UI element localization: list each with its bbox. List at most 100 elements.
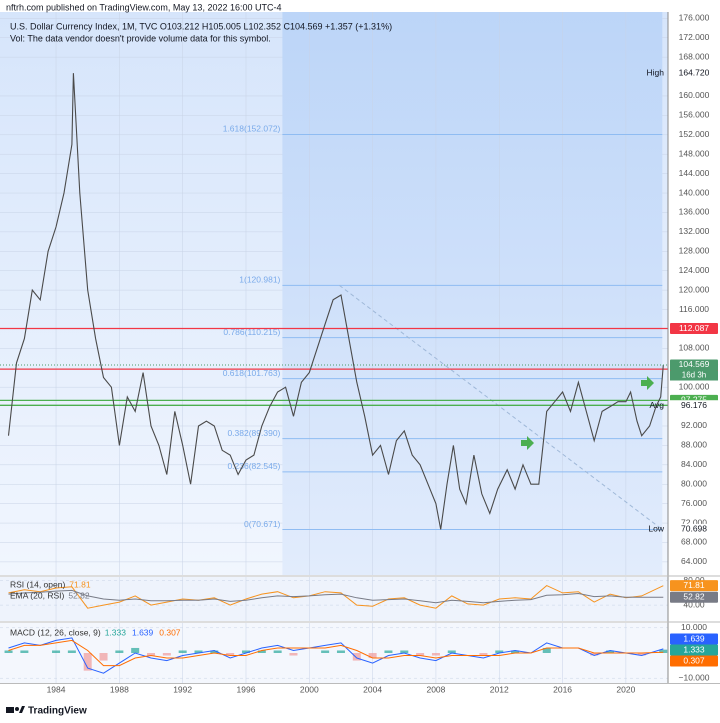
x-tick-label: 2020 [616,684,635,694]
y-tick-label: −10.000 [679,672,710,682]
histogram-bar [447,650,456,653]
marker-text: High [647,67,665,77]
fib-label: 1.618(152.072) [223,124,281,134]
marker-box [670,523,718,535]
arrow [521,436,534,450]
y-tick-label: 160.000 [679,90,710,100]
legend-value: 52.82 [68,590,90,600]
histogram-bar [400,650,409,653]
histogram-bar [147,653,156,656]
histogram-bar [321,650,330,653]
legend-value: 1.639 [132,627,154,637]
rsi-last-box [670,591,718,603]
y-tick-label: 68.000 [681,537,707,547]
y-tick-label: 76.000 [681,498,707,508]
x-tick-label: 1984 [47,684,66,694]
y-tick-label: 64.000 [681,556,707,566]
fib-label: 0.618(101.763) [223,368,281,378]
macd-last: 1.639 [683,633,705,643]
histogram-bar [368,653,377,659]
countdown: 16d 3h [682,371,706,380]
histogram-bar [52,650,61,653]
fib-zone [282,12,663,575]
macd-line [8,637,664,674]
histogram-bar [257,650,266,653]
histogram-bar [226,653,235,656]
macd-last: 1.333 [683,644,705,654]
histogram-bar [352,653,361,661]
brand: TradingView [28,706,87,717]
rsi-pane [0,577,668,621]
fib-label: 0(70.671) [244,519,281,529]
histogram-bar [20,650,29,653]
marker-label: 70.698 [681,524,707,534]
histogram-bar [431,653,440,656]
level-label: 112.087 [679,323,709,333]
price-line [7,73,664,530]
legend-name: EMA (20, RSI) [10,590,64,600]
x-tick-label: 1996 [237,684,256,694]
countdown-box [670,370,718,381]
rsi-last: 52.82 [683,592,705,602]
arrow [641,376,654,390]
y-tick-label: 124.000 [679,265,710,275]
y-tick-label: 128.000 [679,246,710,256]
y-tick-label: 136.000 [679,207,710,217]
y-tick-label: 132.000 [679,226,710,236]
level-label-box [670,323,718,335]
histogram-bar [178,650,187,653]
histogram-bar [289,653,298,656]
fib-label: 0.786(110.215) [223,327,280,337]
legend-value: 1.333 [105,627,127,637]
histogram-bar [511,650,520,653]
macd-last-box [670,655,718,667]
marker-label: 164.720 [679,67,710,77]
y-tick-label: 156.000 [679,110,710,120]
x-tick-label: 1992 [173,684,192,694]
marker-box [670,400,718,412]
fib-label: 0.236(82.545) [227,461,280,471]
y-tick-label: 40.00 [683,599,705,609]
marker-text: Avg [650,400,665,410]
y-tick-label: 80.00 [683,575,705,585]
y-tick-label: 88.000 [681,440,707,450]
y-tick-label: 120.000 [679,284,710,294]
y-tick-label: 84.000 [681,459,707,469]
histogram-bar [194,650,203,653]
legend-name: MACD (12, 26, close, 9) [10,627,101,637]
histogram-bar [4,650,13,653]
fib-label: 0.382(89.390) [227,428,280,438]
histogram-bar [131,647,140,653]
trend-line [339,284,663,530]
level-label: 97.275 [681,395,707,405]
histogram-bar [162,653,171,656]
macd-last-box [670,644,718,656]
tv-logo [6,706,25,713]
x-tick-label: 2008 [426,684,445,694]
histogram-bar [637,653,646,656]
y-tick-label: 92.000 [681,420,707,430]
histogram-bar [384,650,393,653]
rsi-last-box [670,580,718,592]
last-price-box [670,359,718,371]
macd-last: 0.307 [683,655,705,665]
marker-text: Low [648,524,664,534]
y-tick-label: 140.000 [679,187,710,197]
y-tick-label: 168.000 [679,51,710,61]
y-tick-label: 80.000 [681,478,707,488]
legend-value: 0.307 [159,627,181,637]
legend-value: 71.81 [69,579,91,589]
histogram-bar [542,647,551,653]
fib-label: 1(120.981) [239,275,280,285]
histogram-bar [241,650,250,653]
y-tick-label: 152.000 [679,129,710,139]
published-line: nftrh.com published on TradingView.com, … [6,2,281,12]
histogram-bar [273,650,282,653]
x-tick-label: 2012 [490,684,509,694]
legend-name: RSI (14, open) [10,579,65,589]
histogram-bar [115,650,124,653]
macd-last-box [670,633,718,645]
volume-note: Vol: The data vendor doesn't provide vol… [10,33,271,43]
macd-line [8,639,664,667]
